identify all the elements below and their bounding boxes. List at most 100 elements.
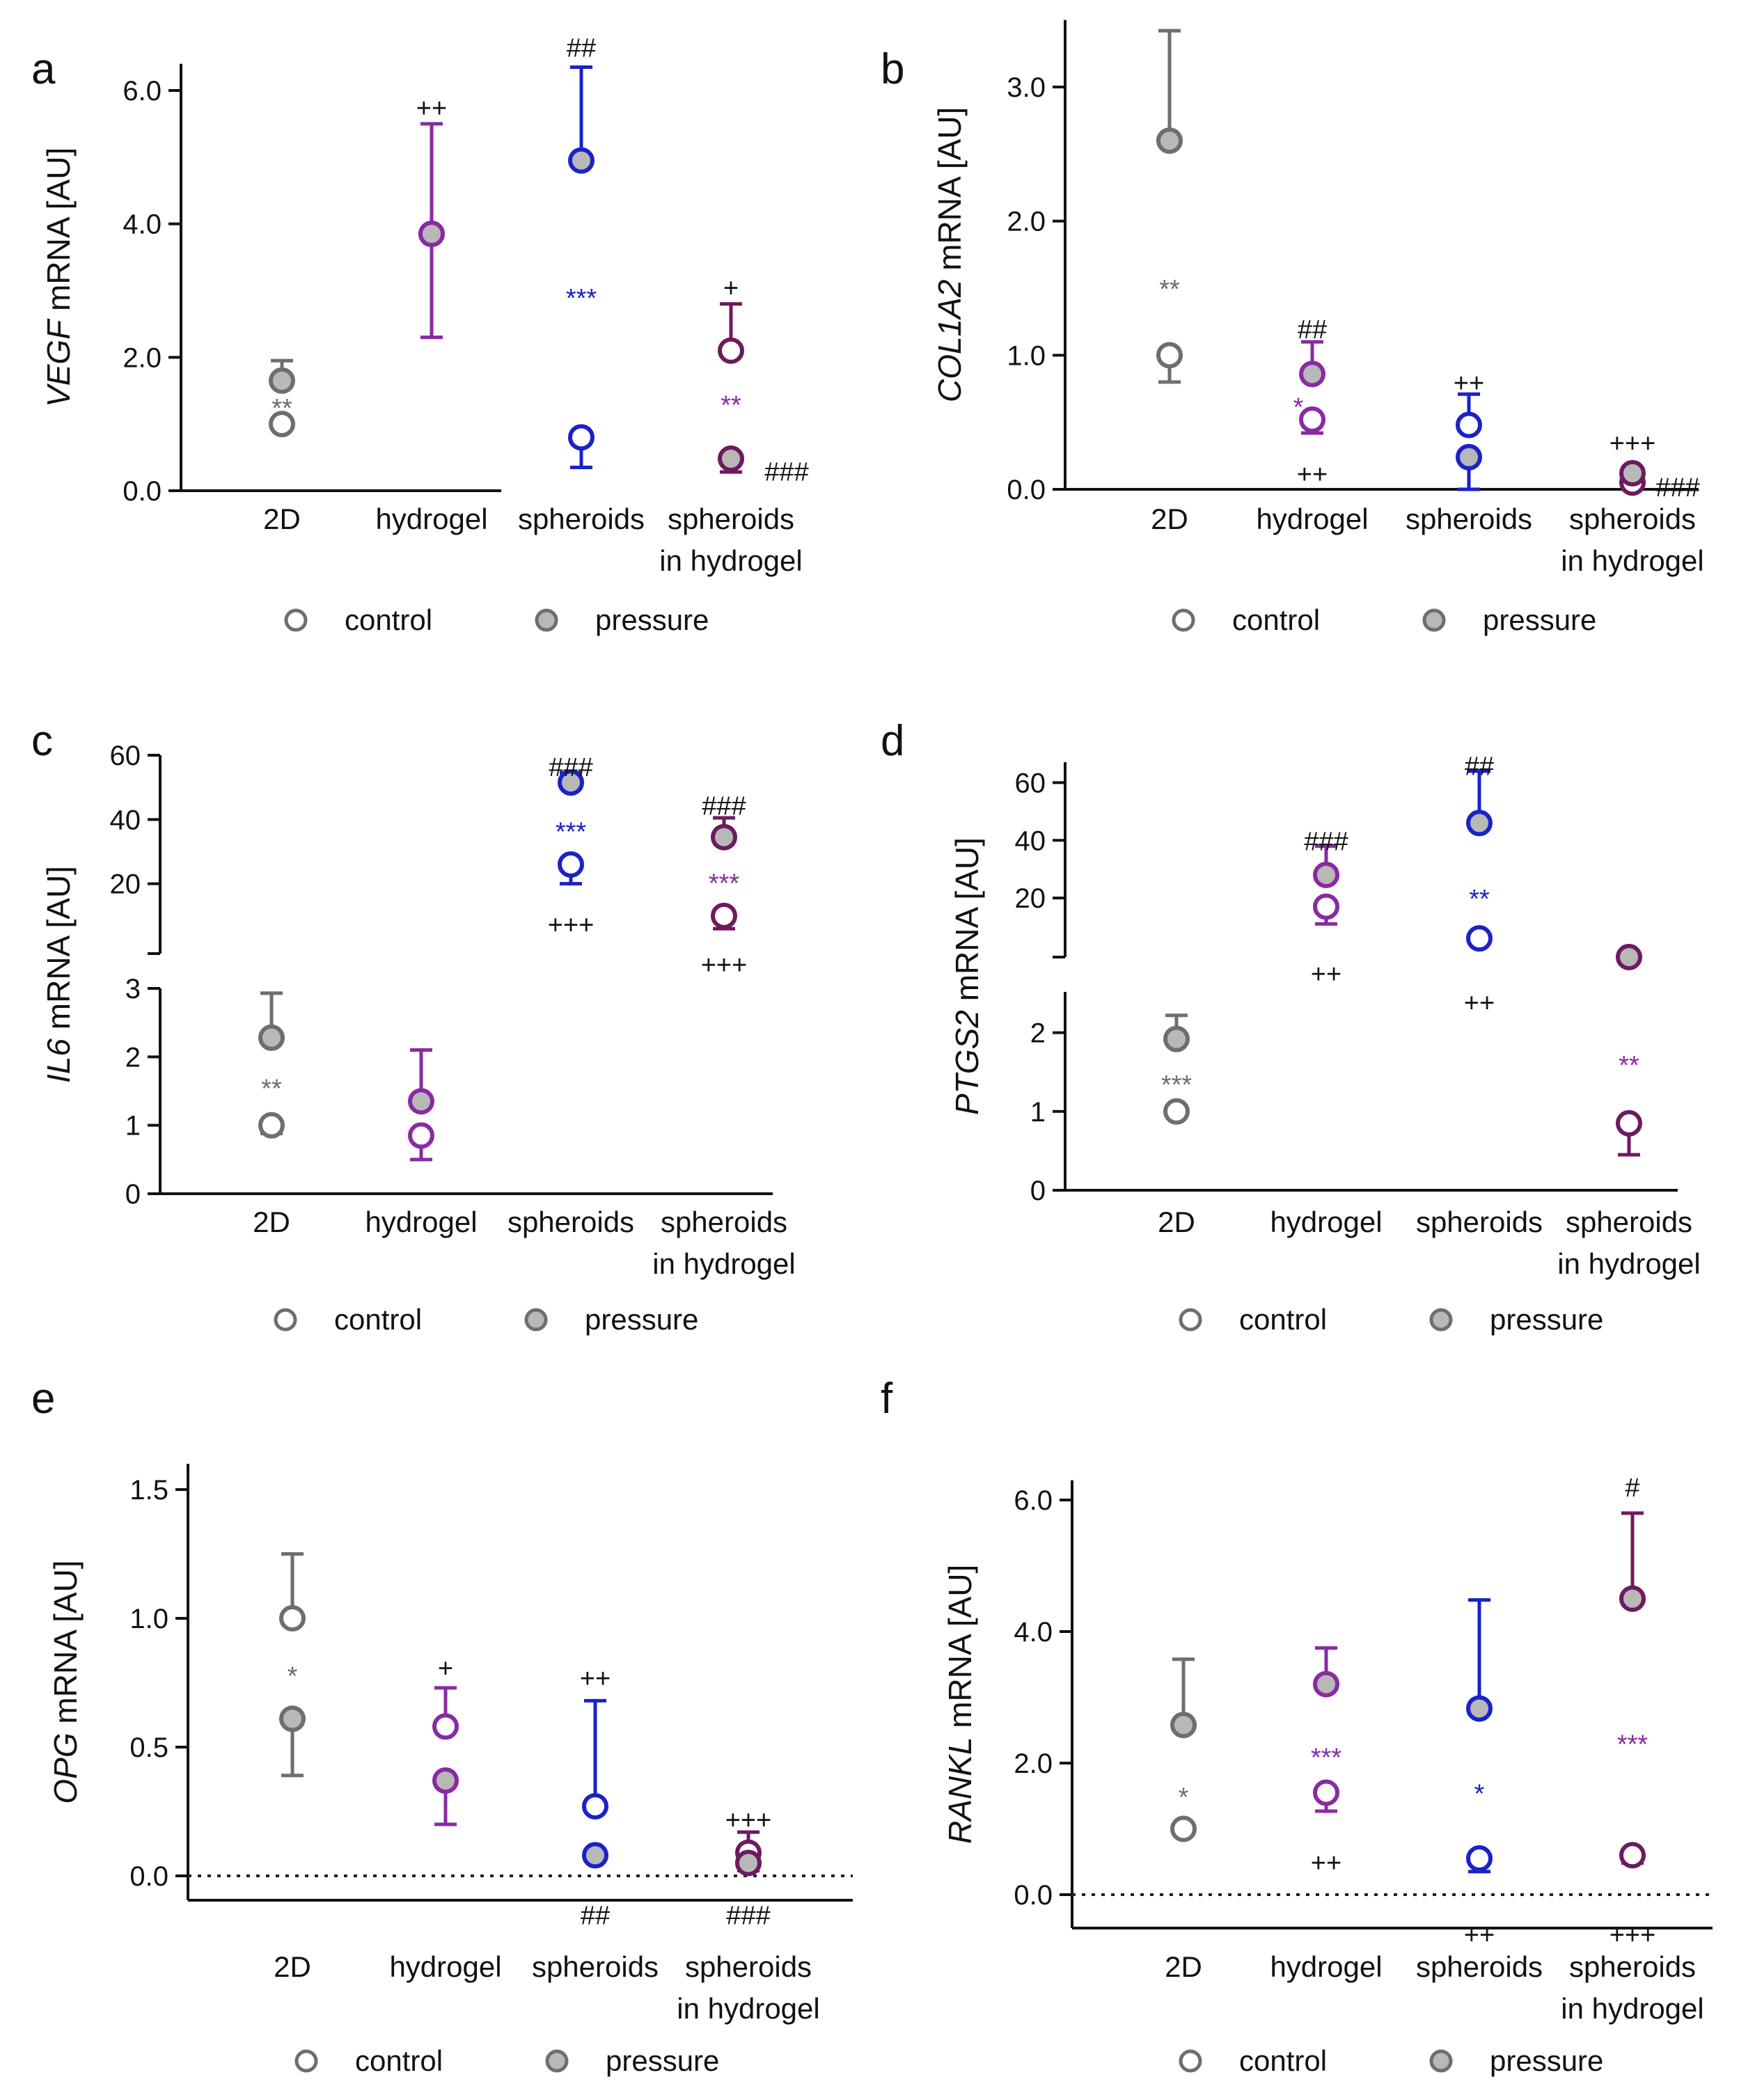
significance-label: +++ (548, 910, 595, 940)
y-tick-label: 60 (1015, 768, 1046, 798)
panel-letter: c (31, 717, 53, 765)
significance-label: ++ (1311, 1849, 1341, 1878)
category-label: hydrogel (1270, 1950, 1382, 1983)
point-pressure (1156, 127, 1183, 155)
significance-label: ### (702, 792, 746, 821)
y-tick-label: 6.0 (1014, 1485, 1053, 1516)
legend-control-marker (1179, 2049, 1202, 2073)
category-label: hydrogel (365, 1206, 477, 1238)
point-pressure (1616, 944, 1642, 970)
point-control (1299, 406, 1325, 433)
legend-control-marker (1172, 608, 1195, 632)
panel-a: a 0.0 2.0 4.0 6.0 VEGF mRNA [AU] ** ++ ## *** + ** #… (31, 34, 809, 636)
category-label: 2D (263, 503, 301, 535)
gene-name: PTGS2 (949, 1010, 985, 1115)
y-tick-label: 20 (1015, 883, 1046, 914)
significance-label: +++ (1610, 1921, 1656, 1950)
y-tick-label: 2.0 (1007, 207, 1046, 237)
gene-name: VEGF (40, 318, 77, 407)
point-pressure (1163, 1025, 1190, 1052)
panel-letter: f (881, 1375, 893, 1423)
y-tick-label: 2 (1030, 1018, 1046, 1049)
y-tick-label: 0.0 (129, 1861, 168, 1892)
significance-label: * (288, 1661, 298, 1691)
point-control (718, 337, 744, 364)
y-tick-label: 0.0 (123, 476, 162, 507)
point-pressure (269, 367, 295, 394)
significance-label: +++ (1610, 429, 1656, 459)
significance-label: ** (271, 394, 292, 423)
y-tick-label: 20 (110, 869, 141, 900)
significance-label: +++ (725, 1806, 772, 1835)
y-tick-label: 3.0 (1007, 72, 1046, 103)
y-axis-label: PTGS2 mRNA [AU] (949, 837, 985, 1115)
y-tick-label: 1.0 (1007, 340, 1046, 371)
legend-control-label: control (334, 1303, 422, 1336)
point-pressure (418, 221, 445, 248)
panel-letter: b (881, 45, 904, 93)
category-label: 2D (1151, 503, 1188, 535)
point-control (558, 851, 584, 878)
legend-pressure-marker (1429, 2049, 1453, 2073)
y-tick-label: 40 (110, 805, 141, 835)
significance-label: ## (567, 34, 596, 63)
category-label: spheroids (1416, 1950, 1543, 1983)
category-label: spheroids (518, 503, 645, 535)
point-control (1156, 342, 1183, 369)
category-label: spheroids (507, 1206, 634, 1238)
point-pressure (258, 1024, 285, 1051)
point-control (582, 1793, 608, 1820)
y-tick-label: 60 (110, 741, 141, 771)
category-label: in hydrogel (659, 544, 802, 577)
point-pressure (718, 445, 744, 472)
legend-control-marker (294, 2049, 318, 2073)
point-pressure (408, 1088, 434, 1115)
panel-letter: a (31, 45, 56, 93)
point-control (711, 902, 737, 929)
legend-control-marker (284, 608, 308, 632)
y-tick-label: 1.5 (129, 1475, 168, 1506)
point-pressure (1313, 862, 1339, 888)
significance-label: *** (566, 284, 597, 313)
significance-label: *** (556, 817, 587, 846)
significance-label: + (723, 274, 739, 303)
point-pressure (1619, 1585, 1646, 1612)
legend-control-label: control (345, 603, 432, 636)
category-label: hydrogel (389, 1950, 501, 1983)
significance-label: * (1293, 393, 1304, 423)
significance-label: ** (1469, 885, 1490, 914)
y-tick-label: 2 (125, 1042, 141, 1073)
point-control (432, 1713, 459, 1740)
y-tick-label: 0.5 (129, 1732, 168, 1763)
significance-label: ++ (1464, 1921, 1495, 1950)
point-control (1616, 1110, 1642, 1137)
significance-label: *** (1617, 1730, 1648, 1760)
legend-pressure-label: pressure (1490, 2044, 1603, 2077)
significance-label: ## (581, 1902, 610, 1931)
legend-pressure-marker (524, 1308, 548, 1332)
point-control (1466, 1845, 1493, 1872)
point-control (1456, 411, 1482, 439)
legend-control-label: control (1239, 1303, 1327, 1336)
significance-label: *** (709, 869, 740, 898)
significance-label: # (1625, 1474, 1639, 1503)
category-label: spheroids (685, 1950, 812, 1983)
point-control (1466, 925, 1493, 952)
significance-label: +++ (701, 951, 748, 980)
category-label: spheroids (1406, 503, 1532, 535)
significance-label: *** (1161, 1071, 1193, 1100)
legend-pressure-marker (1429, 1308, 1453, 1332)
y-axis-label: COL1A2 mRNA [AU] (931, 107, 968, 402)
legend-control-label: control (1239, 2044, 1327, 2077)
significance-label: ### (764, 457, 808, 487)
legend-pressure-marker (535, 608, 558, 632)
point-pressure (432, 1767, 459, 1794)
significance-label: ## (1298, 315, 1327, 345)
significance-label: * (1179, 1783, 1189, 1812)
significance-label: ** (1619, 1051, 1639, 1080)
significance-label: ### (549, 753, 592, 782)
legend-pressure-label: pressure (585, 1303, 698, 1336)
